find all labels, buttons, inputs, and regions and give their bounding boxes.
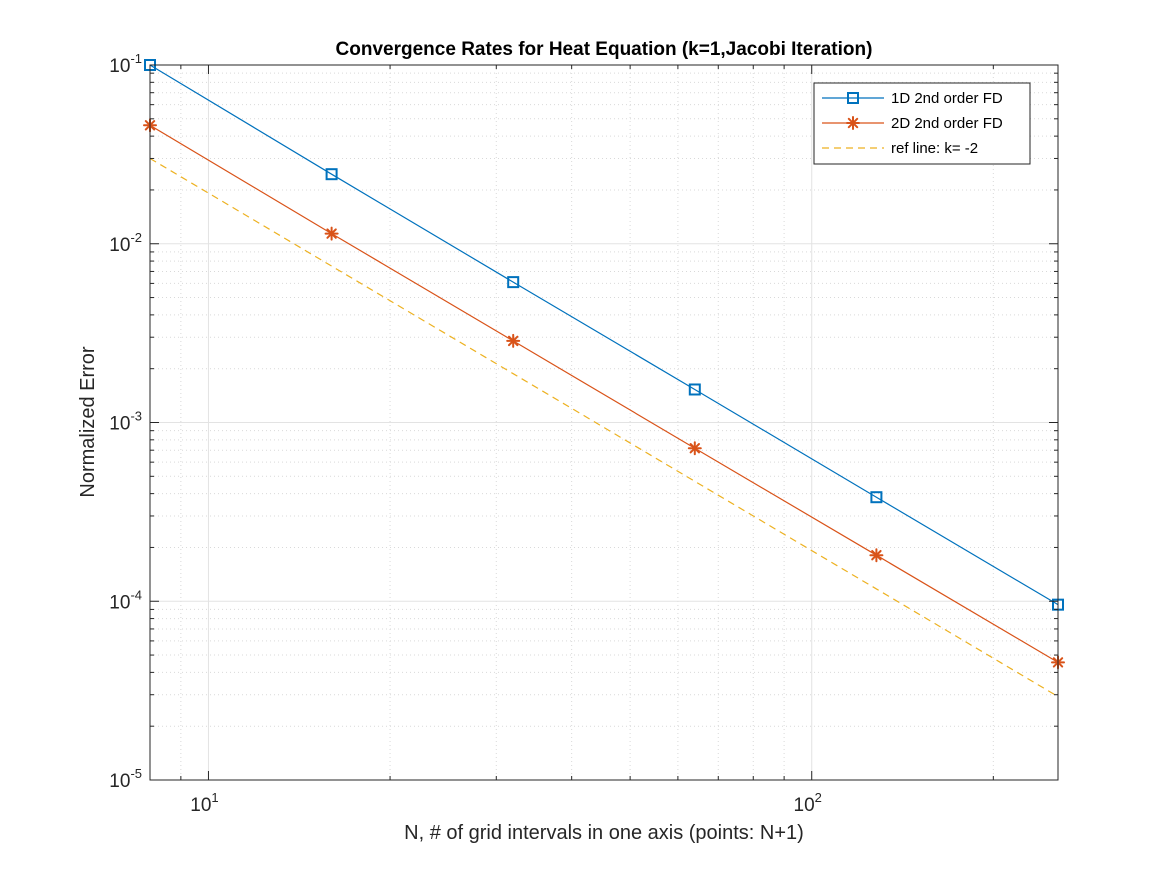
asterisk-stroke — [508, 335, 519, 347]
series-2-line — [149, 124, 1059, 663]
y-tick-label: 10-4 — [109, 587, 142, 613]
y-tick-label: 10-5 — [109, 766, 142, 792]
series-2-marker — [869, 548, 884, 563]
asterisk-stroke — [847, 117, 859, 129]
asterisk-stroke — [871, 549, 882, 561]
asterisk-stroke — [326, 228, 337, 239]
series-1-marker — [325, 168, 338, 181]
x-axis-label: N, # of grid intervals in one axis (poin… — [404, 822, 804, 844]
series-1-marker — [870, 491, 883, 504]
x-tick-label: 101 — [190, 790, 218, 816]
y-tick-label: 10-2 — [109, 230, 142, 256]
series-1-marker — [688, 383, 701, 396]
asterisk-stroke — [689, 443, 700, 454]
y-tick-label: 10-3 — [109, 409, 142, 435]
series-2-marker — [506, 333, 521, 348]
legend-label: ref line: k= -2 — [891, 140, 978, 157]
series-1-marker — [507, 276, 520, 289]
series-3-line — [149, 157, 1059, 698]
series-2-marker — [324, 226, 339, 241]
series-2-marker — [687, 441, 702, 456]
axis-ticks — [149, 64, 1058, 781]
legend: 1D 2nd order FD 2D 2nd order FD ref line: … — [813, 82, 1031, 165]
x-tick-label: 102 — [794, 790, 822, 816]
legend-label: 1D 2nd order FD — [891, 90, 1003, 107]
tick-labels: 101 102 10-1 10-2 10-3 10-4 10-5 — [109, 51, 822, 816]
legend-label: 2D 2nd order FD — [891, 115, 1003, 132]
series-layer — [143, 59, 1065, 698]
y-tick-label: 10-1 — [109, 51, 142, 77]
y-axis-label: Normalized Error — [77, 346, 99, 497]
legend-marker — [847, 92, 859, 104]
series-1-line — [149, 64, 1059, 606]
chart-title: Convergence Rates for Heat Equation (k=1… — [336, 39, 873, 60]
legend-marker — [846, 116, 860, 130]
minor-grid — [149, 65, 1058, 780]
